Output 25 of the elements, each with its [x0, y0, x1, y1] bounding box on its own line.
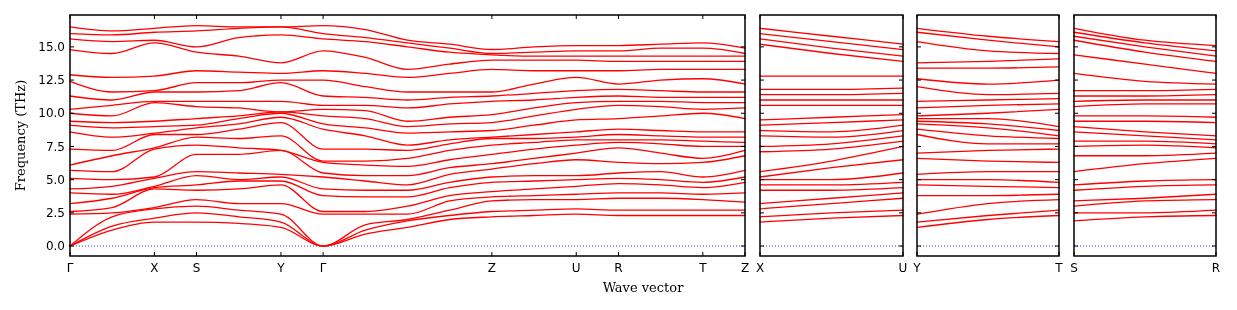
x-tick-label: Y — [912, 261, 922, 275]
x-tick-label: S — [192, 261, 201, 275]
x-tick-label: Γ — [319, 261, 327, 275]
x-tick-label: X — [150, 261, 159, 275]
y-axis-title: Frequency (THz) — [13, 79, 28, 192]
x-tick-label: U — [898, 261, 908, 275]
x-tick-label: T — [1054, 261, 1064, 275]
x-tick-label: R — [614, 261, 623, 275]
x-tick-label: Γ — [66, 261, 74, 275]
x-tick-label: X — [755, 261, 765, 275]
y-tick-label: 15.0 — [38, 40, 65, 55]
y-tick-label: 2.5 — [45, 206, 65, 221]
y-tick-label: 10.0 — [38, 106, 65, 121]
y-tick-label: 0.0 — [45, 239, 65, 254]
x-axis-title: Wave vector — [602, 280, 685, 295]
x-tick-label: Z — [740, 261, 750, 275]
x-tick-label: U — [571, 261, 581, 275]
x-tick-label: S — [1070, 261, 1078, 275]
x-tick-label: T — [698, 261, 708, 275]
y-tick-label: 12.5 — [38, 73, 65, 88]
y-tick-label: 5.0 — [45, 172, 65, 187]
x-tick-label: Z — [487, 261, 496, 275]
x-tick-label: R — [1211, 261, 1221, 275]
y-tick-label: 7.5 — [45, 139, 65, 154]
x-tick-label: Y — [276, 261, 286, 275]
